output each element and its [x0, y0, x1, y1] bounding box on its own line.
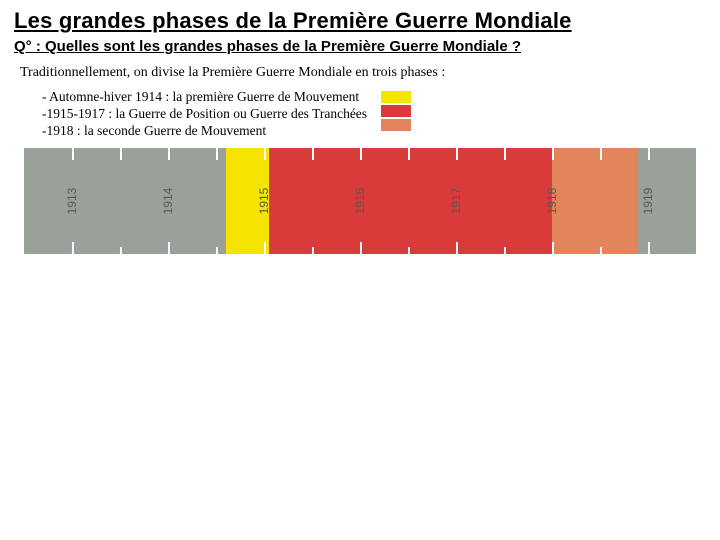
intro-text: Traditionnellement, on divise la Premièr… [20, 65, 706, 81]
question-line: Q° : Quelles sont les grandes phases de … [14, 38, 706, 55]
year-label: 1918 [545, 187, 559, 214]
timeline: 1913 1914 1915 1916 1917 1918 1919 [24, 148, 696, 254]
tick-major [72, 148, 74, 160]
tick-major [648, 148, 650, 160]
legend [381, 91, 411, 131]
page-title: Les grandes phases de la Première Guerre… [14, 8, 706, 34]
tick-minor [312, 247, 314, 254]
ticks-bottom [24, 242, 696, 254]
tick-minor [120, 148, 122, 160]
tick-minor [696, 247, 698, 254]
tick-minor [504, 148, 506, 160]
bullets-row: - Automne-hiver 1914 : la première Guerr… [42, 89, 706, 140]
tick-minor [504, 247, 506, 254]
bullets-list: - Automne-hiver 1914 : la première Guerr… [42, 89, 367, 140]
tick-major [552, 148, 554, 160]
bullet-2: -1915-1917 : la Guerre de Position ou Gu… [42, 106, 367, 123]
tick-minor [216, 247, 218, 254]
bullet-3: -1918 : la seconde Guerre de Mouvement [42, 123, 367, 140]
year-label: 1917 [449, 187, 463, 214]
tick-major [552, 242, 554, 254]
timeline-container: 1913 1914 1915 1916 1917 1918 1919 [24, 148, 696, 254]
tick-major [360, 242, 362, 254]
year-label: 1919 [641, 187, 655, 214]
year-label: 1916 [353, 187, 367, 214]
tick-major [456, 148, 458, 160]
tick-minor [600, 148, 602, 160]
ticks-top [24, 148, 696, 160]
tick-minor [216, 148, 218, 160]
tick-major [360, 148, 362, 160]
tick-minor [312, 148, 314, 160]
tick-major [648, 242, 650, 254]
tick-major [72, 242, 74, 254]
tick-major [264, 242, 266, 254]
tick-minor [408, 148, 410, 160]
year-label: 1914 [161, 187, 175, 214]
legend-swatch-phase1 [381, 91, 411, 103]
year-label: 1913 [65, 187, 79, 214]
phase-phase3 [552, 148, 638, 254]
year-label: 1915 [257, 187, 271, 214]
tick-major [264, 148, 266, 160]
tick-major [456, 242, 458, 254]
tick-minor [408, 247, 410, 254]
legend-swatch-phase2 [381, 105, 411, 117]
tick-minor [696, 148, 698, 160]
tick-major [168, 242, 170, 254]
tick-minor [600, 247, 602, 254]
tick-minor [120, 247, 122, 254]
tick-major [168, 148, 170, 160]
bullet-1: - Automne-hiver 1914 : la première Guerr… [42, 89, 367, 106]
legend-swatch-phase3 [381, 119, 411, 131]
phase-phase2 [269, 148, 552, 254]
